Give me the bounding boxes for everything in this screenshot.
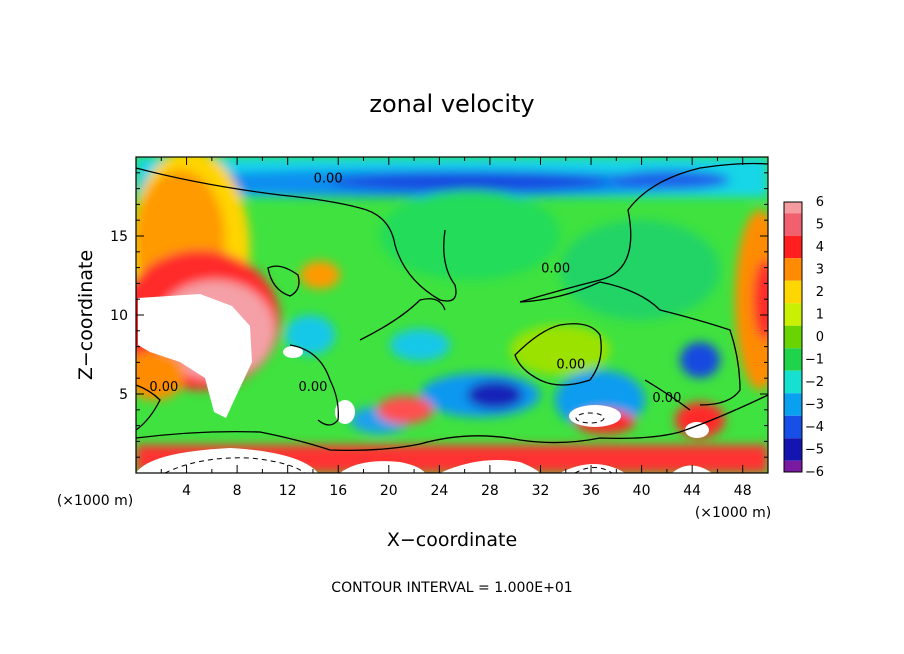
colorbar-label: −6 [805,465,824,480]
colorbar-label: −5 [805,443,824,458]
x-unit-left: (×1000 m) [57,493,133,509]
colorbar: 6 5 4 3 2 1 0 −1 −2 −3 −4 −5 −6 [783,195,824,480]
x-tick-label: 24 [430,483,448,499]
colorbar-swatch [784,280,802,304]
x-tick-label: 20 [380,483,398,499]
colorbar-frame [783,201,803,473]
y-tick-label: 15 [110,229,128,245]
chart-title: zonal velocity [369,90,534,118]
contour-label: 0.00 [149,380,178,395]
colorbar-label: −3 [805,398,824,413]
contour-label: 0.00 [556,358,585,373]
colorbar-swatch [784,235,802,259]
x-unit-right: (×1000 m) [695,505,771,521]
colorbar-swatch [784,415,802,439]
x-tick-label: 16 [329,483,347,499]
colorbar-swatch [784,213,802,236]
contour-label: 0.00 [652,391,681,406]
heatmap-field [136,157,768,473]
x-tick-label: 36 [582,483,600,499]
x-tick-label: 12 [279,483,297,499]
colorbar-swatch [784,258,802,281]
y-tick-label: 10 [110,308,128,324]
colorbar-label: −4 [805,420,824,435]
x-tick-label: 28 [481,483,499,499]
colorbar-swatch [784,348,802,371]
colorbar-label: 4 [816,240,824,255]
x-tick-label: 8 [233,483,242,499]
colorbar-label: 6 [816,195,824,210]
colorbar-label: 5 [816,218,824,233]
x-tick-label: 48 [734,483,752,499]
x-tick-label: 44 [683,483,701,499]
x-axis-label: X−coordinate [387,529,517,551]
colorbar-label: 3 [816,263,824,278]
x-tick-label: 32 [532,483,550,499]
colorbar-swatch [784,393,802,416]
x-tick-label: 40 [633,483,651,499]
contour-labels: 0.00 0.00 0.00 0.00 0.00 0.00 [149,171,681,406]
contour-interval-note: CONTOUR INTERVAL = 1.000E+01 [331,580,572,596]
colorbar-label: −2 [805,375,824,390]
colorbar-swatch [784,438,802,461]
x-axis-ticks: 4 8 12 16 20 24 28 32 36 40 44 48 [160,157,752,499]
contour-label: 0.00 [298,380,327,395]
colorbar-label: 0 [816,330,824,345]
y-axis-ticks: 5 10 15 [110,172,768,458]
colorbar-swatch [784,460,802,472]
colorbar-label: 1 [816,308,824,323]
colorbar-swatch [784,202,802,214]
colorbar-label: −1 [805,353,824,368]
y-tick-label: 5 [119,387,128,403]
y-axis-label: Z−coordinate [75,250,97,380]
contour-label: 0.00 [314,171,343,186]
x-tick-label: 4 [182,483,191,499]
colorbar-label: 2 [816,285,824,300]
contour-label: 0.00 [541,261,570,276]
colorbar-swatch [784,325,802,349]
colorbar-swatch [784,370,802,394]
colorbar-swatch [784,303,802,326]
